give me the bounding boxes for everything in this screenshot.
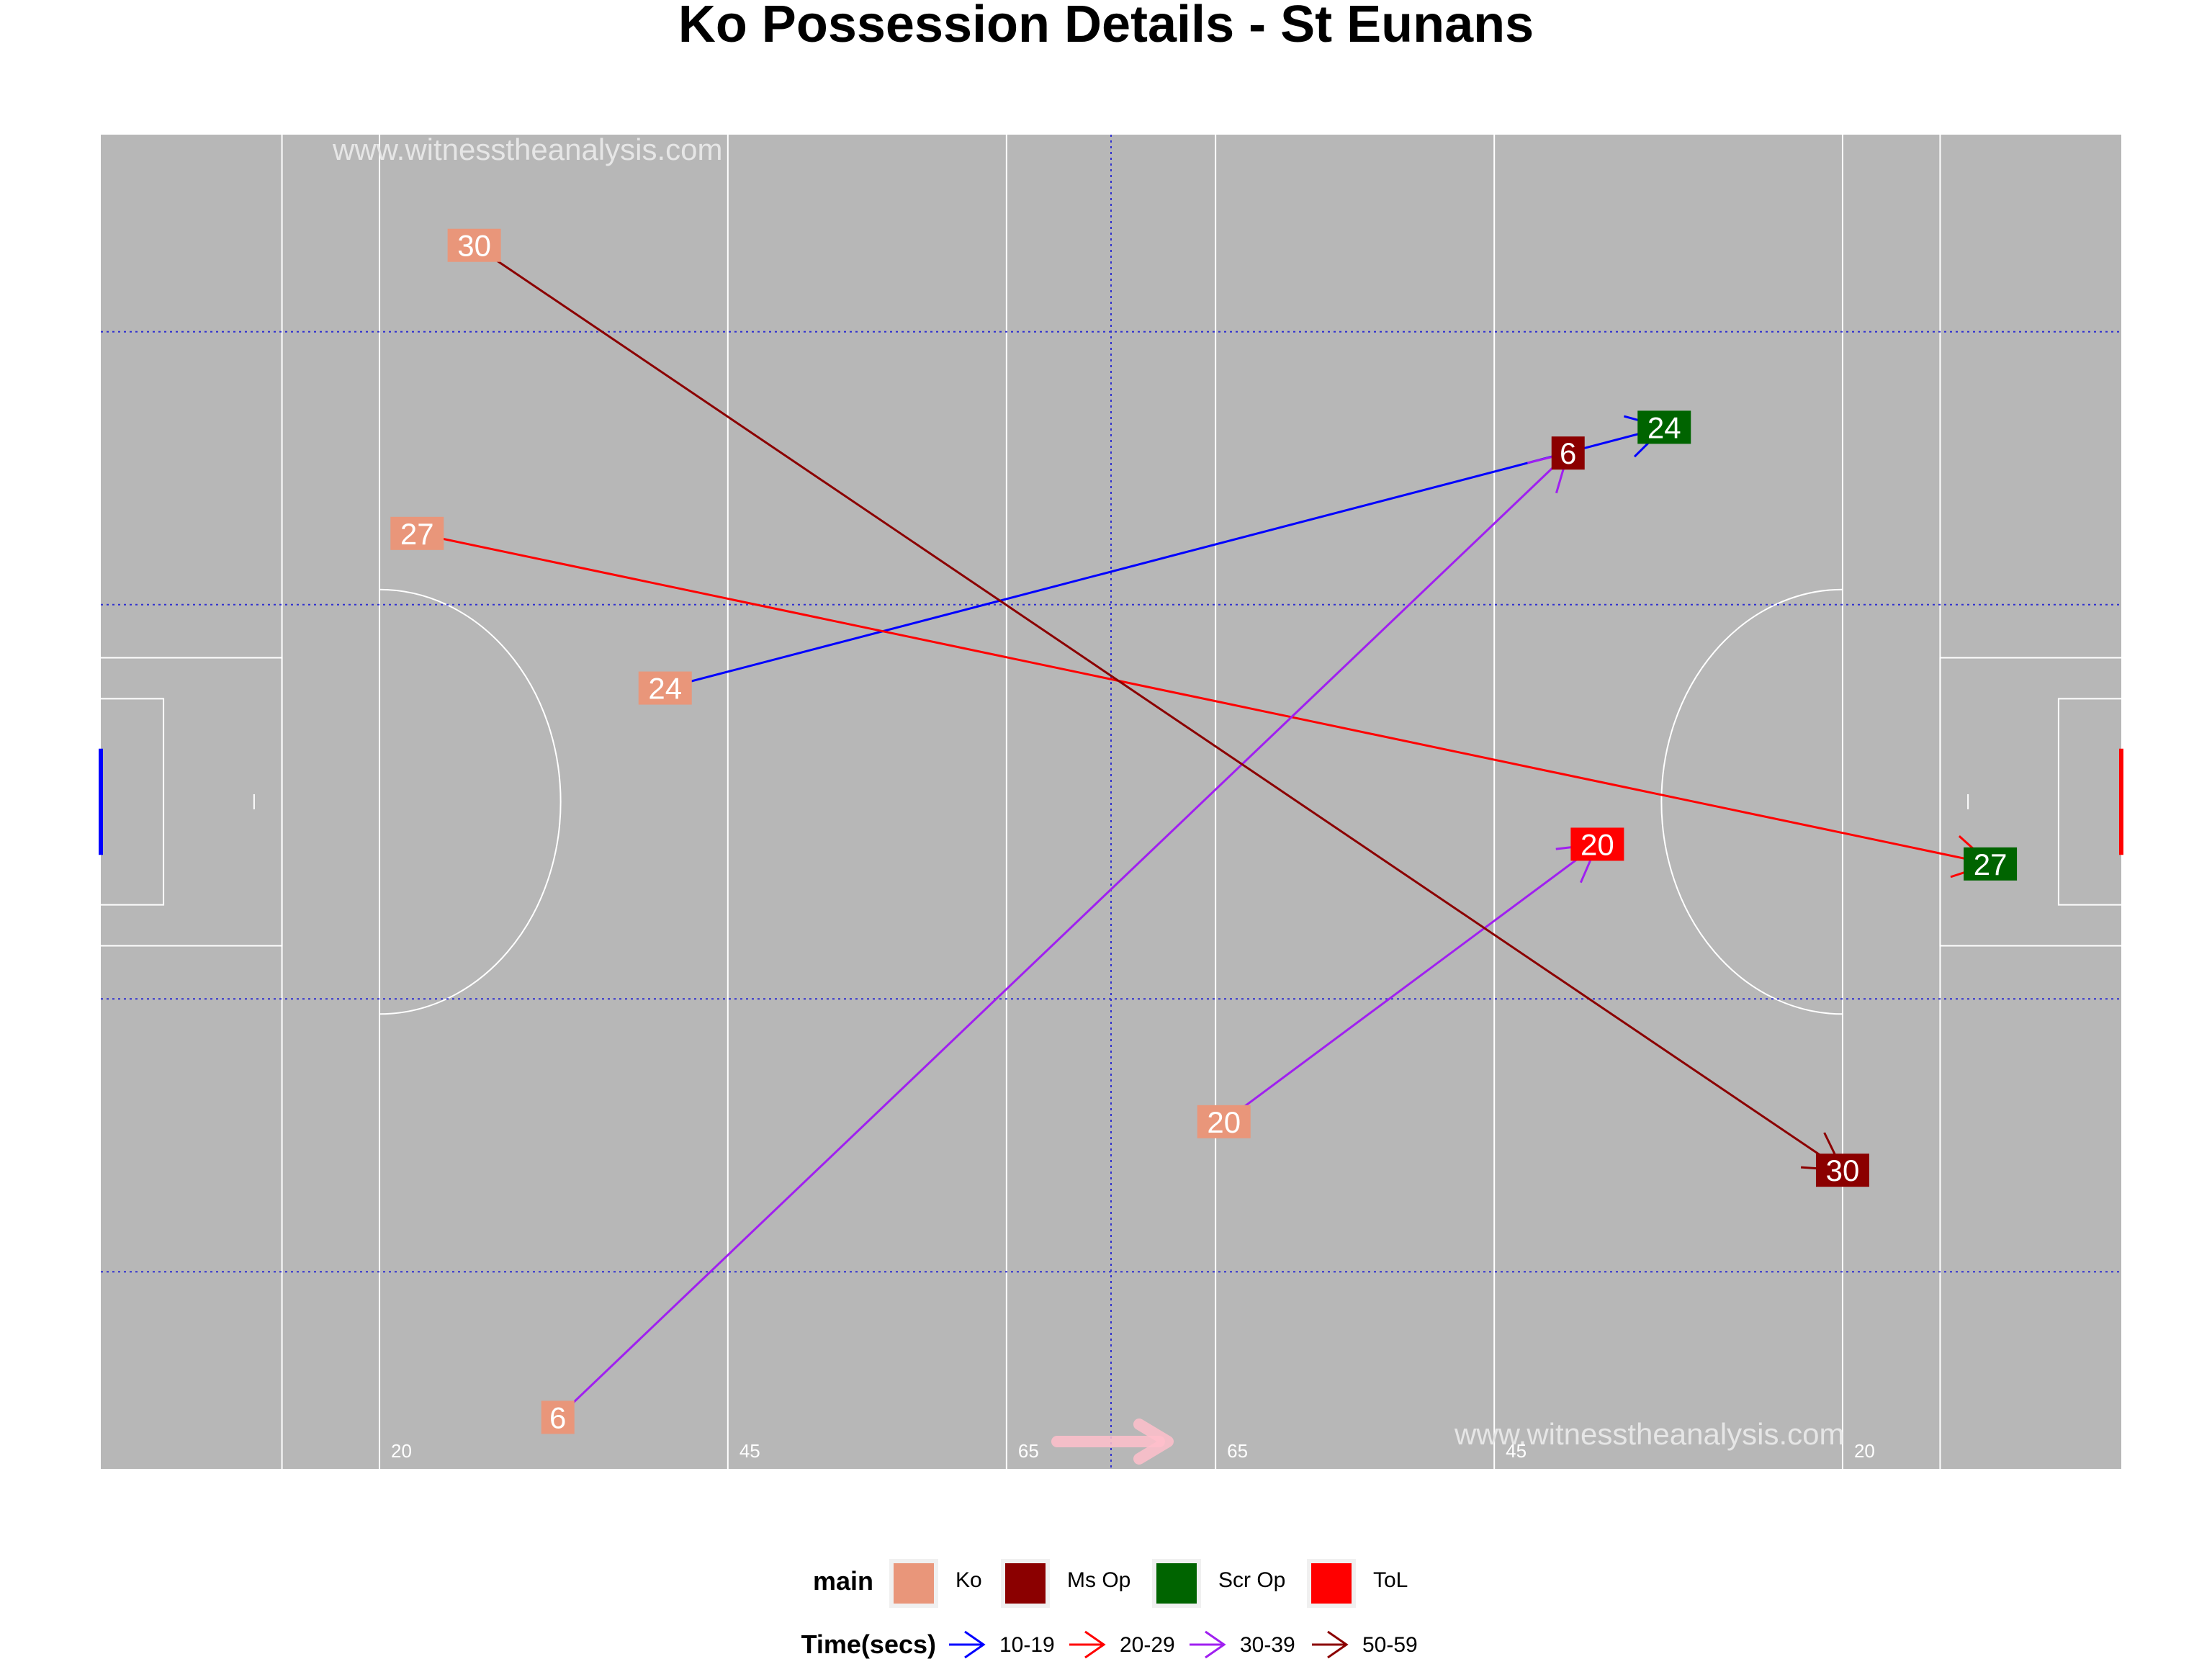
possession-line-0	[665, 426, 1665, 690]
possessions: 24 24 27 27 6 6 20 20 30 30	[390, 228, 2018, 1434]
legend-time-title: Time(secs)	[801, 1629, 936, 1659]
start-label-0: 24	[638, 671, 692, 706]
start-label-2-text: 6	[549, 1401, 566, 1434]
legend-swatch-0	[894, 1563, 934, 1604]
start-label-3: 20	[1197, 1105, 1251, 1139]
possession-line-3	[1223, 843, 1599, 1123]
right-large-rectangle	[1939, 657, 2121, 947]
legend-time-arrowhead-1	[1084, 1630, 1106, 1659]
distance-label-4: 45	[1506, 1440, 1527, 1462]
end-label-1-text: 27	[1974, 848, 2008, 881]
end-label-3-text: 20	[1581, 827, 1614, 861]
legend-time-arrowhead-2	[1205, 1630, 1226, 1659]
end-label-1-box	[1964, 847, 2018, 881]
start-label-1: 27	[390, 516, 444, 551]
end-label-0-text: 24	[1647, 410, 1681, 444]
end-label-3-box	[1570, 827, 1624, 861]
pitch: 20 45 65 65 45 20 www.witnesstheanalysis.com ww…	[99, 132, 2123, 1469]
legend-time-label-3: 50-59	[1362, 1633, 1418, 1657]
end-label-2: 6	[1551, 436, 1585, 470]
distance-label-0: 20	[391, 1440, 412, 1462]
legend-swatch-1	[1005, 1563, 1046, 1604]
legend-time-arrowhead-3	[1327, 1630, 1349, 1659]
left-large-rectangle	[101, 657, 283, 947]
end-label-1: 27	[1964, 847, 2018, 881]
watermark-bottom: www.witnesstheanalysis.com	[1454, 1417, 1845, 1451]
legend-label-2: Scr Op	[1218, 1568, 1285, 1592]
end-label-0-box	[1637, 410, 1691, 444]
end-label-3: 20	[1570, 827, 1624, 861]
distance-label-1: 45	[739, 1440, 760, 1462]
start-label-1-text: 27	[400, 517, 434, 551]
legend-label-3: ToL	[1373, 1568, 1408, 1592]
start-label-2-box	[541, 1401, 575, 1434]
end-label-0: 24	[1637, 410, 1691, 444]
legend-swatch-3	[1311, 1563, 1352, 1604]
start-label-4-text: 30	[457, 229, 491, 263]
legend-label-0: Ko	[956, 1568, 982, 1592]
start-label-4: 30	[447, 228, 501, 263]
chart-title: Ko Possession Details - St Eunans	[678, 0, 1534, 53]
legend-swatch-2	[1156, 1563, 1197, 1604]
right-arc	[1660, 588, 1843, 1015]
start-label-1-box	[390, 516, 444, 550]
legend-time-label-1: 20-29	[1120, 1633, 1175, 1657]
legend: main Ko Ms Op Scr Op ToL Time(secs) 10-19 20-29…	[801, 1559, 1418, 1659]
legend-label-1: Ms Op	[1067, 1568, 1130, 1592]
possession-line-4	[473, 244, 1843, 1172]
distance-label-3: 65	[1227, 1440, 1248, 1462]
left-arc	[379, 588, 562, 1015]
start-label-0-text: 24	[648, 672, 682, 706]
legend-main-title: main	[813, 1566, 873, 1596]
legend-time-arrowhead-0	[964, 1630, 986, 1659]
right-small-rectangle	[2057, 698, 2121, 906]
pitch-surface	[101, 135, 2121, 1469]
possession-line-1	[416, 532, 1991, 866]
start-label-3-text: 20	[1207, 1105, 1241, 1139]
legend-time-label-2: 30-39	[1240, 1633, 1295, 1657]
distance-label-2: 65	[1018, 1440, 1039, 1462]
start-label-0-box	[638, 671, 692, 705]
legend-time-label-0: 10-19	[999, 1633, 1055, 1657]
start-label-4-box	[447, 228, 501, 262]
end-label-2-box	[1551, 436, 1585, 470]
start-label-2: 6	[541, 1401, 575, 1434]
left-small-rectangle	[101, 698, 165, 906]
possession-line-2	[557, 452, 1569, 1419]
watermark-top: www.witnesstheanalysis.com	[332, 132, 723, 166]
end-label-2-text: 6	[1560, 436, 1576, 470]
start-label-3-box	[1197, 1105, 1251, 1138]
end-label-4-box	[1815, 1154, 1869, 1187]
end-label-4: 30	[1815, 1154, 1869, 1187]
direction-arrow-head	[1133, 1419, 1174, 1465]
end-label-4-text: 30	[1826, 1154, 1860, 1187]
distance-label-5: 20	[1854, 1440, 1875, 1462]
